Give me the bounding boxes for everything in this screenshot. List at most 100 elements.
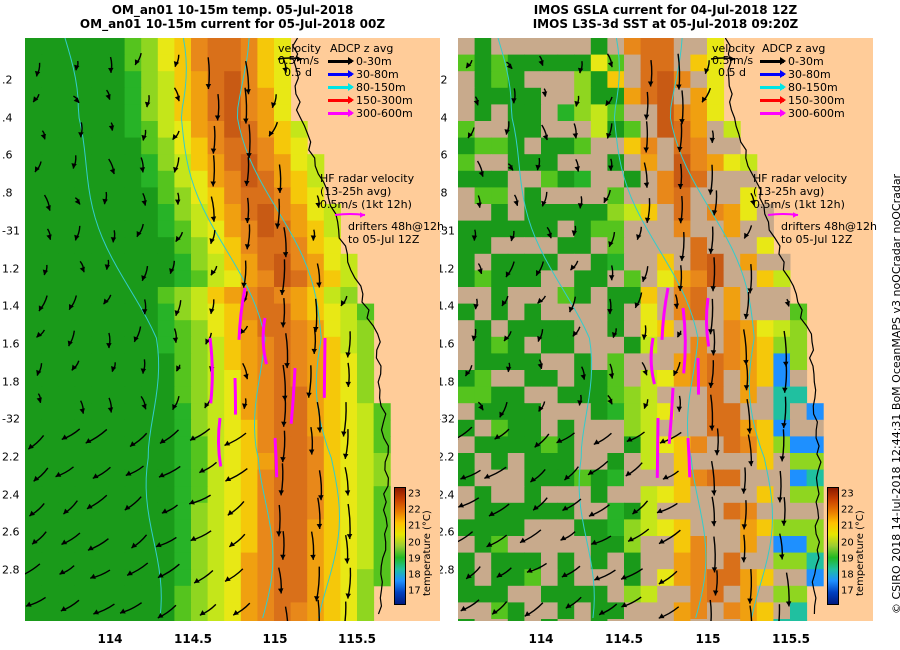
sst-cell: [640, 187, 658, 205]
sst-cell: [207, 320, 225, 338]
right-velocity-legend: velocity 0.5 m/s 0.5 d: [712, 43, 755, 79]
sst-cell: [624, 71, 642, 89]
current-arrow: [606, 123, 613, 139]
sst-cell: [557, 403, 575, 421]
sst-cell: [640, 419, 658, 437]
sst-cell: [174, 71, 192, 89]
current-arrow: [627, 528, 650, 542]
sst-cell: [707, 170, 725, 188]
sst-cell: [340, 436, 358, 454]
current-arrow: [534, 433, 550, 448]
sst-cell: [707, 220, 725, 238]
sst-cell: [657, 71, 675, 89]
current-arrow: [34, 62, 41, 77]
sst-cell: [91, 370, 109, 388]
sst-cell: [274, 253, 292, 271]
sst-cell: [224, 436, 242, 454]
sst-cell: [524, 386, 542, 404]
sst-cell: [607, 38, 625, 56]
sst-cell: [340, 486, 358, 504]
sst-cell: [340, 536, 358, 554]
sst-cell: [174, 552, 192, 570]
sst-cell: [124, 602, 142, 620]
left-title-line2: OM_an01 10-15m current for 05-Jul-2018 0…: [79, 17, 386, 31]
sst-cell: [773, 552, 791, 570]
sst-cell: [541, 170, 559, 188]
left-y-tick-label: .2: [2, 73, 13, 87]
current-arrow: [124, 496, 142, 511]
sst-cell: [574, 419, 592, 437]
sst-cell: [174, 237, 192, 255]
current-arrow: [707, 298, 714, 335]
right-x-tick-label: 115: [695, 632, 721, 646]
sst-cell: [491, 419, 509, 437]
sst-cell: [41, 170, 59, 188]
sst-cell: [640, 54, 658, 72]
current-arrow: [499, 401, 508, 418]
sst-cell: [574, 619, 592, 621]
sst-cell: [274, 585, 292, 603]
current-arrow: [67, 330, 76, 347]
sst-cell: [174, 104, 192, 122]
sst-cell: [41, 569, 59, 587]
current-arrow: [277, 164, 283, 194]
current-arrow: [541, 88, 548, 97]
left-hf-line3: 0.5m/s (1kt 12h): [320, 198, 412, 211]
sst-cell: [91, 585, 109, 603]
sst-cell: [58, 287, 76, 305]
sst-cell: [507, 585, 525, 603]
current-arrow: [173, 87, 181, 102]
sst-cell: [524, 170, 542, 188]
left-y-tick-label: 1.4: [2, 299, 20, 313]
sst-cell: [590, 519, 608, 537]
sst-cell: [507, 502, 525, 520]
sst-cell: [723, 536, 741, 554]
sst-cell: [607, 469, 625, 487]
sst-cell: [607, 253, 625, 271]
current-arrow: [246, 124, 252, 159]
current-arrow: [46, 228, 52, 240]
left-adcp-label: 80-150m: [356, 81, 406, 94]
sst-cell: [474, 569, 492, 587]
sst-cell: [58, 87, 76, 105]
sst-cell: [590, 237, 608, 255]
current-arrow: [110, 230, 117, 243]
sst-cell: [74, 619, 92, 621]
sst-cell: [541, 619, 559, 621]
sst-cell: [290, 436, 308, 454]
current-arrow: [161, 504, 178, 514]
sst-cell: [141, 353, 159, 371]
sst-cell: [541, 486, 559, 504]
sst-cell: [590, 370, 608, 388]
sst-cell: [557, 370, 575, 388]
current-arrow: [346, 503, 353, 540]
sst-cell: [191, 585, 209, 603]
sst-cell: [91, 552, 109, 570]
sst-cell: [458, 585, 476, 603]
sst-cell: [524, 187, 542, 205]
sst-cell: [41, 137, 59, 155]
sst-cell: [541, 502, 559, 520]
sst-cell: [108, 170, 126, 188]
drifter-track: [649, 337, 656, 385]
current-arrow: [312, 298, 319, 333]
sst-cell: [207, 154, 225, 172]
sst-cell: [624, 287, 642, 305]
sst-cell: [373, 536, 391, 554]
sst-cell: [274, 270, 292, 288]
sst-cell: [458, 270, 476, 288]
left-hf-line2: (13-25h avg): [320, 185, 392, 198]
sst-cell: [507, 336, 525, 354]
sst-cell: [307, 552, 325, 570]
sst-cell: [640, 602, 658, 620]
sst-cell: [224, 303, 242, 321]
sst-cell: [607, 536, 625, 554]
current-arrow: [577, 394, 583, 406]
sst-cell: [141, 486, 159, 504]
sst-cell: [507, 386, 525, 404]
sst-cell: [590, 619, 608, 621]
current-arrow: [591, 535, 612, 545]
sst-cell: [574, 552, 592, 570]
sst-cell: [491, 619, 509, 621]
current-arrow: [40, 130, 47, 140]
